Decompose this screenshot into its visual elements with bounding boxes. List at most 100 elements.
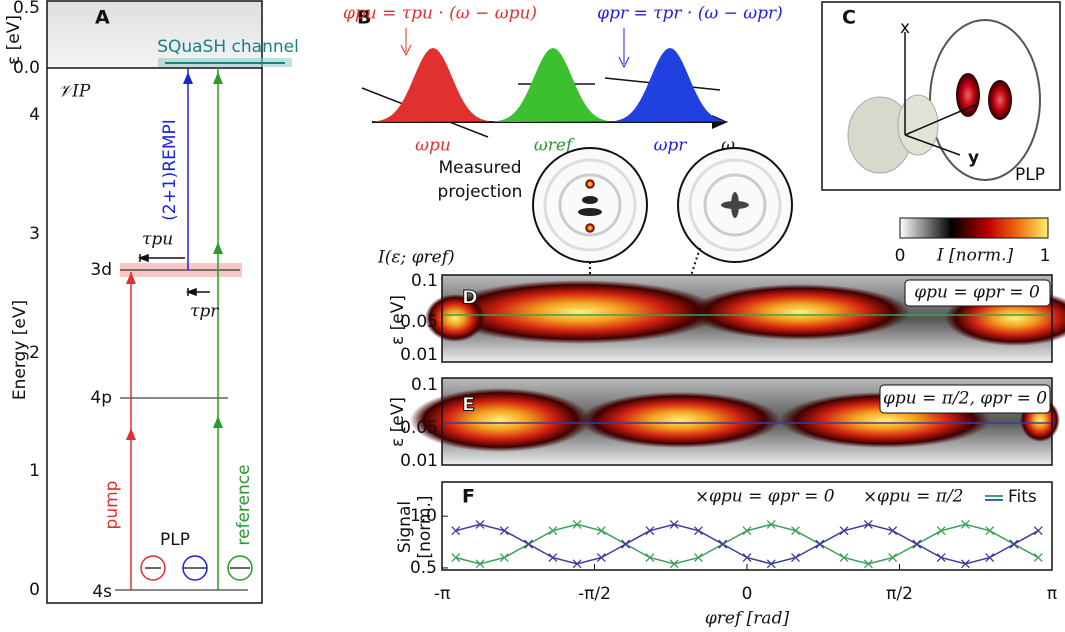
- tick-label: 0: [29, 580, 40, 600]
- arrowhead: [712, 115, 728, 129]
- tick-label: 0.05: [400, 418, 438, 438]
- tick-label: 0.05: [400, 312, 438, 332]
- omega-label: ωpu: [415, 136, 451, 156]
- omega-label: ωref: [534, 136, 575, 156]
- axis-label: y: [968, 148, 979, 168]
- marker: [596, 553, 606, 563]
- marker: [645, 553, 655, 563]
- pointer-arrow: [400, 28, 412, 57]
- marker: [524, 539, 534, 549]
- condition-box: [879, 384, 1051, 414]
- marker: [863, 519, 873, 529]
- marker: [475, 559, 485, 569]
- frame: [441, 481, 1053, 571]
- tick-label: 1: [29, 461, 40, 481]
- marker: [572, 519, 582, 529]
- plp-label: PLP: [1015, 165, 1045, 185]
- colorbar-label: 0: [895, 246, 906, 266]
- colorbar-title: I [norm.]: [936, 246, 1014, 266]
- tick-label: 0.01: [400, 451, 438, 471]
- marker: [1033, 553, 1043, 563]
- panel-label: D: [462, 287, 478, 309]
- heat-blob: [690, 284, 910, 340]
- x-tick-label: π/2: [886, 584, 913, 604]
- marker: [548, 553, 558, 563]
- legend-label: φpu = φpr = 0: [709, 487, 835, 507]
- legend-marker: ×: [863, 487, 877, 507]
- marker: [766, 519, 776, 529]
- rempi-label: (2+1)REMPI: [160, 119, 180, 221]
- condition: φpu = π/2, φpr = 0: [883, 389, 1047, 409]
- tick-label: 0.1: [411, 271, 438, 291]
- image-lobe: [956, 73, 980, 117]
- measured-label: Measured: [438, 158, 521, 178]
- x-tick-label: π: [1047, 584, 1057, 604]
- ring: [543, 158, 637, 252]
- tick-label: 0.1: [411, 375, 438, 395]
- marker: [888, 553, 898, 563]
- lobe: [585, 223, 595, 233]
- polarization-icon: [227, 555, 253, 581]
- panel-label: A: [95, 7, 110, 29]
- arrowhead: [183, 72, 193, 84]
- channel-label: SQuaSH channel: [157, 37, 299, 57]
- panel-b: B φpu = τpu · (ω − ωpu) φpr = τpr · (ω −…: [343, 4, 793, 318]
- marker: [572, 559, 582, 569]
- heat-blob: [440, 280, 720, 344]
- marker: [985, 526, 995, 536]
- marker: [669, 519, 679, 529]
- level-label: 4p: [90, 388, 112, 408]
- ip-label: 𝒱IP: [58, 82, 91, 102]
- tick-label: 3: [29, 224, 40, 244]
- x-tick-label: -π: [434, 584, 450, 604]
- frame: [441, 274, 1053, 363]
- marker: [693, 526, 703, 536]
- marker: [791, 526, 801, 536]
- legend-label: φpu = π/2: [877, 487, 964, 507]
- marker: [742, 526, 752, 536]
- ring: [688, 158, 782, 252]
- marker: [596, 526, 606, 536]
- colorbar: 0 I [norm.] 1: [895, 217, 1051, 266]
- phase-formula: φpu = τpu · (ω − ωpu): [343, 4, 537, 24]
- marker: [548, 526, 558, 536]
- intensity-label: I(ε; φref): [377, 248, 455, 268]
- distribution: [897, 94, 939, 156]
- marker: [888, 526, 898, 536]
- y-tick-label: 1.0: [410, 506, 437, 526]
- frame: [441, 377, 1053, 466]
- panel-d: D φpu = φpr = 0 0.1 0.05 0.01 ε [eV]: [388, 271, 1065, 365]
- ring: [703, 173, 767, 237]
- pointer-arrow: [618, 28, 630, 69]
- projection-images: [532, 147, 793, 263]
- axis-label: φref [rad]: [705, 609, 790, 629]
- legend-marker: ×: [695, 487, 709, 507]
- marker: [475, 519, 485, 529]
- marker: [645, 526, 655, 536]
- axis-label: Energy [eV]: [10, 300, 30, 400]
- lobe: [585, 179, 595, 189]
- spectrum: [493, 48, 613, 122]
- lobe: [578, 208, 602, 216]
- marker: [960, 559, 970, 569]
- polarization-icon: [140, 555, 166, 581]
- y-tick-label: 0.5: [410, 558, 437, 578]
- marker: [499, 553, 509, 563]
- heat-blob: [580, 392, 780, 448]
- colorbar-label: 1: [1040, 246, 1051, 266]
- x-tick-label: 0: [742, 584, 753, 604]
- reference-label: reference: [234, 464, 254, 545]
- ring: [558, 173, 622, 237]
- marker: [912, 539, 922, 549]
- delay-arrow: [137, 253, 185, 263]
- marker: [451, 526, 461, 536]
- panel-c: C x y PLP: [821, 1, 1061, 191]
- frame: [46, 0, 263, 604]
- delay-label: τpu: [142, 230, 173, 250]
- marker: [718, 539, 728, 549]
- phase-formula: φpr = τpr · (ω − ωpr): [597, 4, 783, 24]
- detector: [929, 19, 1041, 181]
- pump-label: pump: [102, 481, 122, 530]
- tick-label: 2: [29, 343, 40, 363]
